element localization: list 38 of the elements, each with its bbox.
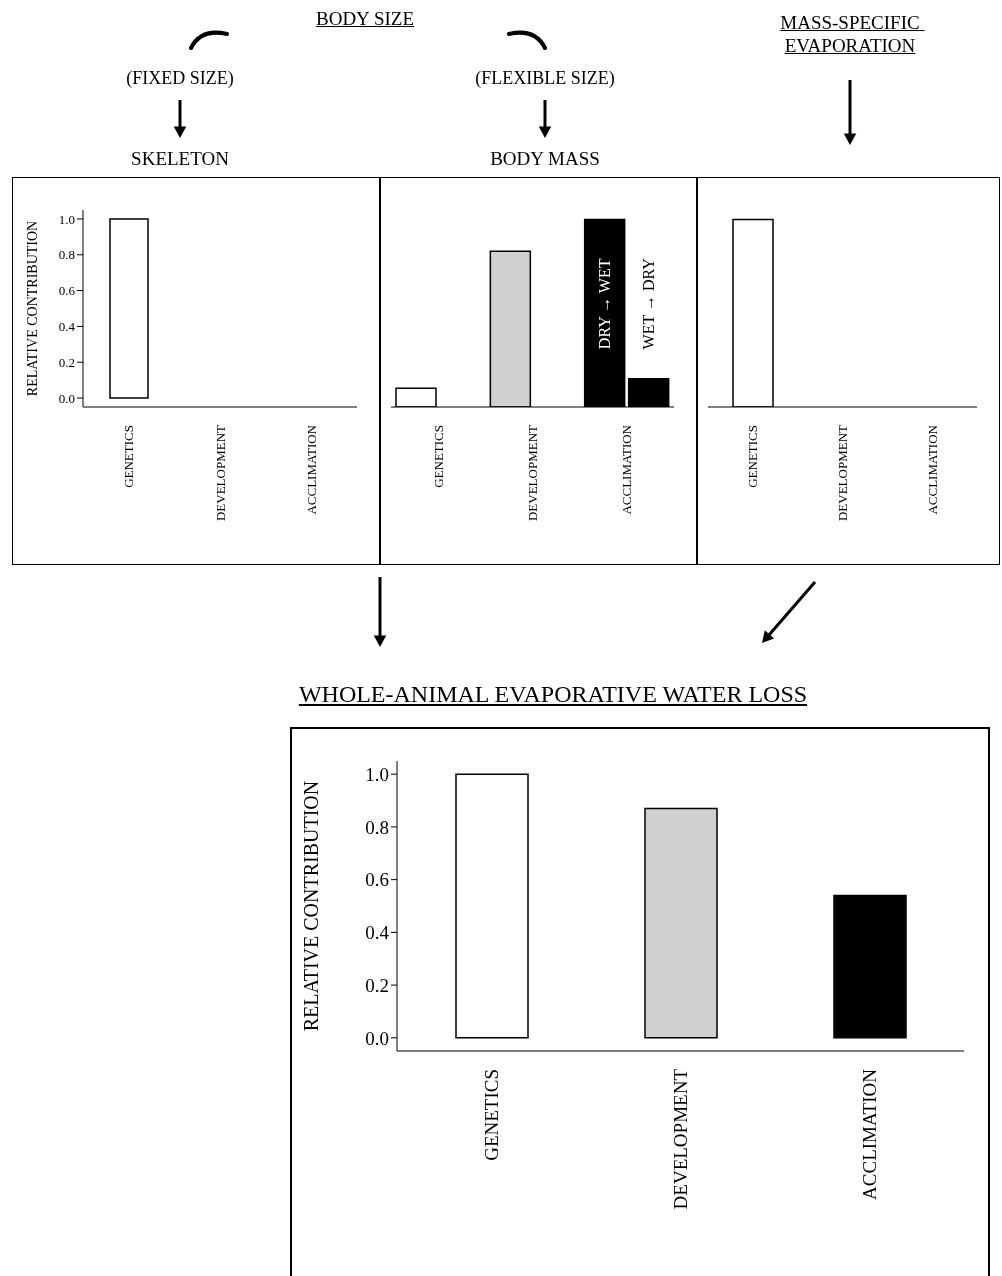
chart-title: MASS-SPECIFIC EVAPORATION <box>780 12 921 56</box>
y-tick-label: 0.2 <box>58 354 75 370</box>
chart-subtitle: (FLEXIBLE SIZE) <box>475 68 615 88</box>
y-tick-label: 0.2 <box>365 974 389 996</box>
bar <box>833 894 907 1039</box>
y-tick-label: 1.0 <box>365 763 389 785</box>
x-tick-label: ACCLIMATION <box>619 424 635 515</box>
x-tick-label: GENETICS <box>121 425 137 488</box>
chart-title: SKELETON <box>131 148 229 169</box>
y-axis-title: RELATIVE CONTRIBUTION <box>300 780 323 1032</box>
text: BODY SIZE <box>316 8 414 29</box>
x-tick-label: DEVELOPMENT <box>525 424 540 522</box>
x-tick-label: GENETICS <box>430 425 446 488</box>
x-tick-label: DEVELOPMENT <box>670 1068 691 1210</box>
x-tick-label: ACCLIMATION <box>924 424 940 515</box>
x-tick-label: GENETICS <box>745 425 761 488</box>
y-tick-label: 0.0 <box>365 1027 389 1049</box>
x-tick-label: GENETICS <box>481 1069 502 1161</box>
y-tick-label: 0.6 <box>365 869 389 891</box>
x-tick-label: ACCLIMATION <box>859 1068 880 1200</box>
annotation: DRY → WET <box>596 258 614 350</box>
y-tick-label: 0.8 <box>365 816 389 838</box>
chart-subtitle: (FIXED SIZE) <box>126 68 234 88</box>
bar <box>455 773 529 1039</box>
annotation: WET → DRY <box>640 257 658 350</box>
y-tick-label: 0.6 <box>58 283 76 299</box>
y-tick-label: 0.4 <box>58 319 76 335</box>
y-axis-title: RELATIVE CONTRIBUTION <box>24 220 40 397</box>
x-tick-label: DEVELOPMENT <box>835 424 850 522</box>
x-tick-label: DEVELOPMENT <box>212 424 228 522</box>
x-tick-label: ACCLIMATION <box>303 424 319 515</box>
y-tick-label: 1.0 <box>58 211 75 227</box>
y-tick-label: 0.8 <box>58 247 75 263</box>
y-tick-label: 0.0 <box>58 390 75 406</box>
y-tick-label: 0.4 <box>365 922 390 944</box>
chart-title: WHOLE-ANIMAL EVAPORATIVE WATER LOSS <box>298 681 808 707</box>
chart-title: BODY MASS <box>490 148 600 169</box>
bar <box>644 807 718 1039</box>
